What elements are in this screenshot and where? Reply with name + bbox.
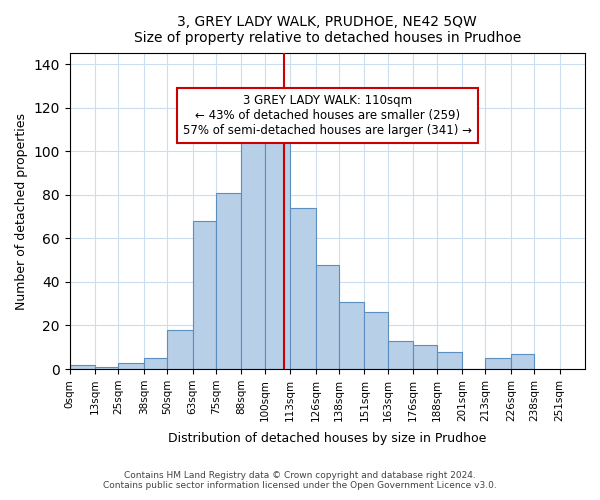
Bar bbox=[118, 362, 144, 369]
Bar bbox=[339, 302, 364, 369]
X-axis label: Distribution of detached houses by size in Prudhoe: Distribution of detached houses by size … bbox=[168, 432, 487, 445]
Bar bbox=[485, 358, 511, 369]
Bar bbox=[144, 358, 167, 369]
Y-axis label: Number of detached properties: Number of detached properties bbox=[15, 112, 28, 310]
Bar bbox=[413, 345, 437, 369]
Bar bbox=[167, 330, 193, 369]
Bar bbox=[241, 130, 265, 369]
Bar bbox=[216, 192, 241, 369]
Bar bbox=[316, 264, 339, 369]
Bar bbox=[511, 354, 534, 369]
Bar bbox=[437, 352, 462, 369]
Text: 3 GREY LADY WALK: 110sqm
← 43% of detached houses are smaller (259)
57% of semi-: 3 GREY LADY WALK: 110sqm ← 43% of detach… bbox=[183, 94, 472, 138]
Bar bbox=[388, 340, 413, 369]
Bar bbox=[70, 364, 95, 369]
Title: 3, GREY LADY WALK, PRUDHOE, NE42 5QW
Size of property relative to detached house: 3, GREY LADY WALK, PRUDHOE, NE42 5QW Siz… bbox=[134, 15, 521, 45]
Bar bbox=[95, 367, 118, 369]
Text: Contains HM Land Registry data © Crown copyright and database right 2024.
Contai: Contains HM Land Registry data © Crown c… bbox=[103, 470, 497, 490]
Bar bbox=[265, 140, 290, 369]
Bar bbox=[364, 312, 388, 369]
Bar bbox=[290, 208, 316, 369]
Bar bbox=[193, 221, 216, 369]
